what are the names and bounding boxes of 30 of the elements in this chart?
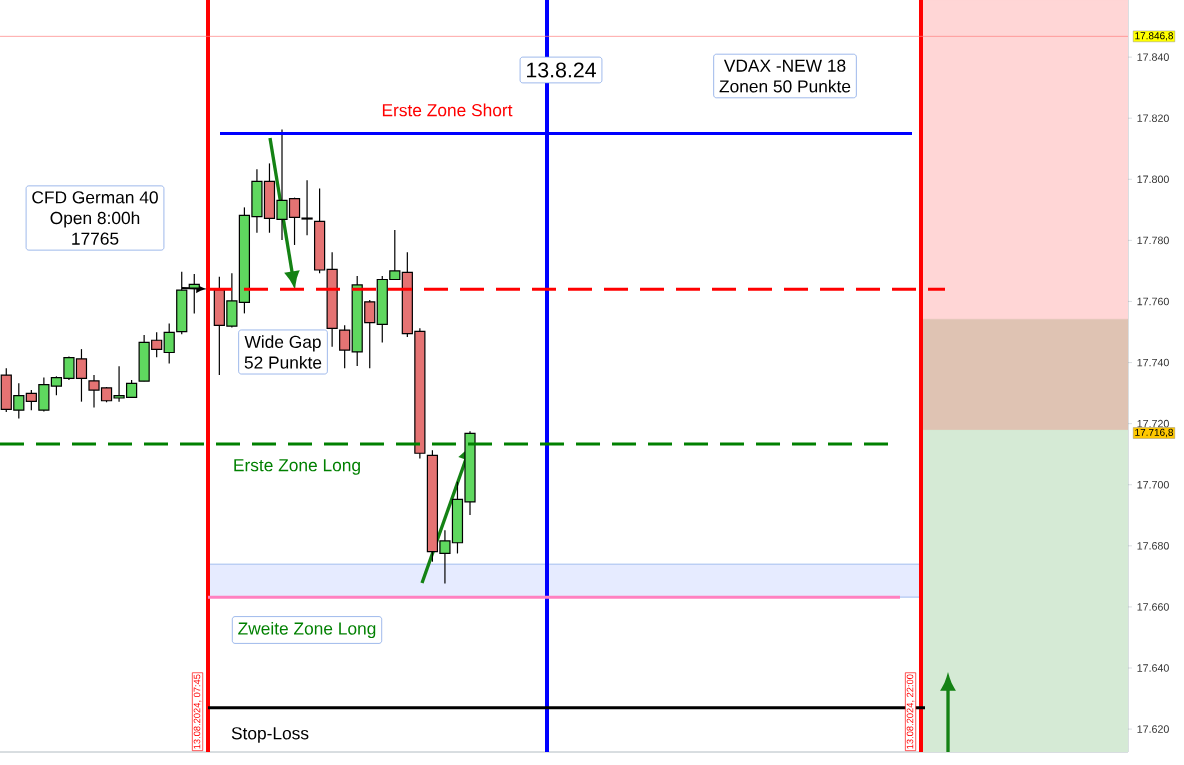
annotation: VDAX -NEW 18 <box>723 59 846 72</box>
y-tick-label: 17.620 <box>1137 725 1169 733</box>
y-tick-label: 17.760 <box>1137 297 1169 306</box>
annotation: CFD German 40 <box>32 191 158 204</box>
annotation: Wide Gap <box>244 335 321 352</box>
annotation: 13.08.2024, 07:45 <box>193 674 202 749</box>
candlestick <box>163 322 175 365</box>
ref-line-label: Erste Zone Long <box>234 459 360 475</box>
text: 17.716,8 <box>1135 428 1174 438</box>
ref-line-label: Stop-Loss <box>231 727 309 743</box>
y-tick-label: 17.700 <box>1137 480 1169 489</box>
y-tick-label: 17.780 <box>1137 236 1169 245</box>
annotation: 52 Punkte <box>244 355 322 369</box>
annotation: Open 8:00h <box>50 211 140 228</box>
y-tick-label: 17.680 <box>1137 542 1169 550</box>
legend-label: Zweite Zone Long <box>238 621 376 639</box>
y-tick-label: 17.740 <box>1137 358 1169 367</box>
y-tick-label: 17.840 <box>1137 53 1169 61</box>
annotation: 13.08.2024, 22:00 <box>906 674 915 749</box>
ref-line-label: 17.846,8 <box>1135 32 1174 41</box>
annotation: 17765 <box>72 232 119 245</box>
ref-line-label: Erste Zone Short <box>382 103 513 117</box>
annotation: 13.8.24 <box>527 62 596 78</box>
y-tick-label: 17.720 <box>1137 419 1169 428</box>
y-tick-label: 17.640 <box>1137 664 1169 672</box>
candlestick <box>339 324 351 369</box>
y-tick-label: 17.800 <box>1137 175 1169 184</box>
y-tick-label: 17.820 <box>1137 114 1169 122</box>
annotation: Zonen 50 Punkte <box>719 79 851 93</box>
y-tick-label: 17.660 <box>1137 603 1169 611</box>
